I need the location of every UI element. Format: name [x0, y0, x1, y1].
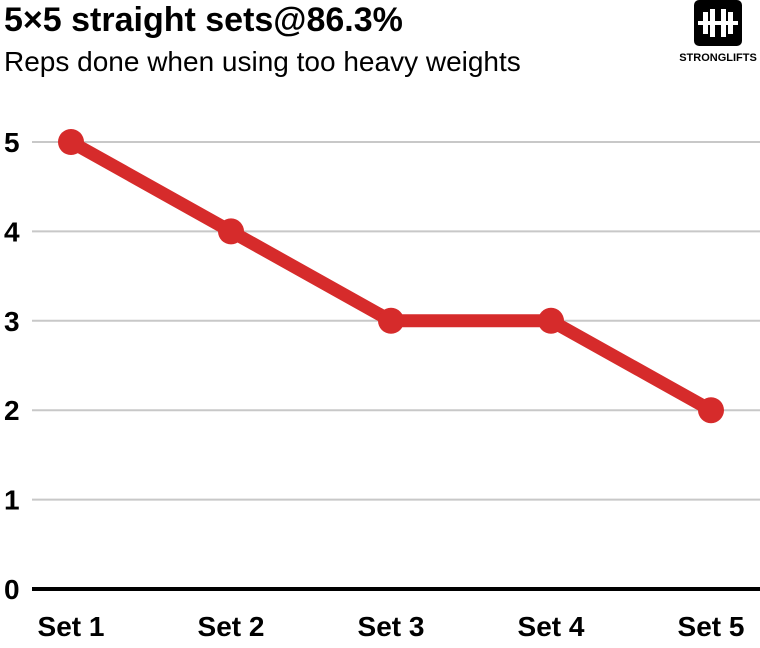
x-tick-labels: Set 1 Set 2 Set 3 Set 4 Set 5	[38, 611, 745, 642]
data-point	[698, 397, 724, 424]
chart-subtitle: Reps done when using too heavy weights	[4, 46, 521, 77]
logo-badge	[694, 0, 742, 46]
y-tick-label: 1	[4, 485, 20, 516]
y-tick-label: 4	[4, 216, 20, 247]
y-tick-label: 0	[4, 574, 20, 605]
chart-title: 5×5 straight sets@86.3%	[4, 1, 403, 39]
x-tick-label: Set 5	[678, 611, 745, 642]
y-tick-label: 2	[4, 395, 20, 426]
x-tick-label: Set 4	[518, 611, 585, 642]
y-tick-labels: 0 1 2 3 4 5	[4, 127, 20, 605]
y-tick-label: 5	[4, 127, 20, 158]
series-line	[64, 135, 718, 417]
series-reps	[58, 129, 724, 424]
logo-text: STRONGLIFTS	[679, 52, 757, 64]
y-tick-label: 3	[4, 306, 20, 337]
x-tick-label: Set 3	[358, 611, 425, 642]
stronglifts-logo: STRONGLIFTS	[676, 0, 760, 72]
barbell-icon	[698, 9, 738, 37]
data-point	[378, 307, 404, 334]
data-point	[58, 129, 84, 155]
x-tick-label: Set 2	[198, 611, 265, 642]
data-point	[538, 307, 564, 334]
data-point	[218, 218, 244, 245]
x-tick-label: Set 1	[38, 611, 105, 642]
